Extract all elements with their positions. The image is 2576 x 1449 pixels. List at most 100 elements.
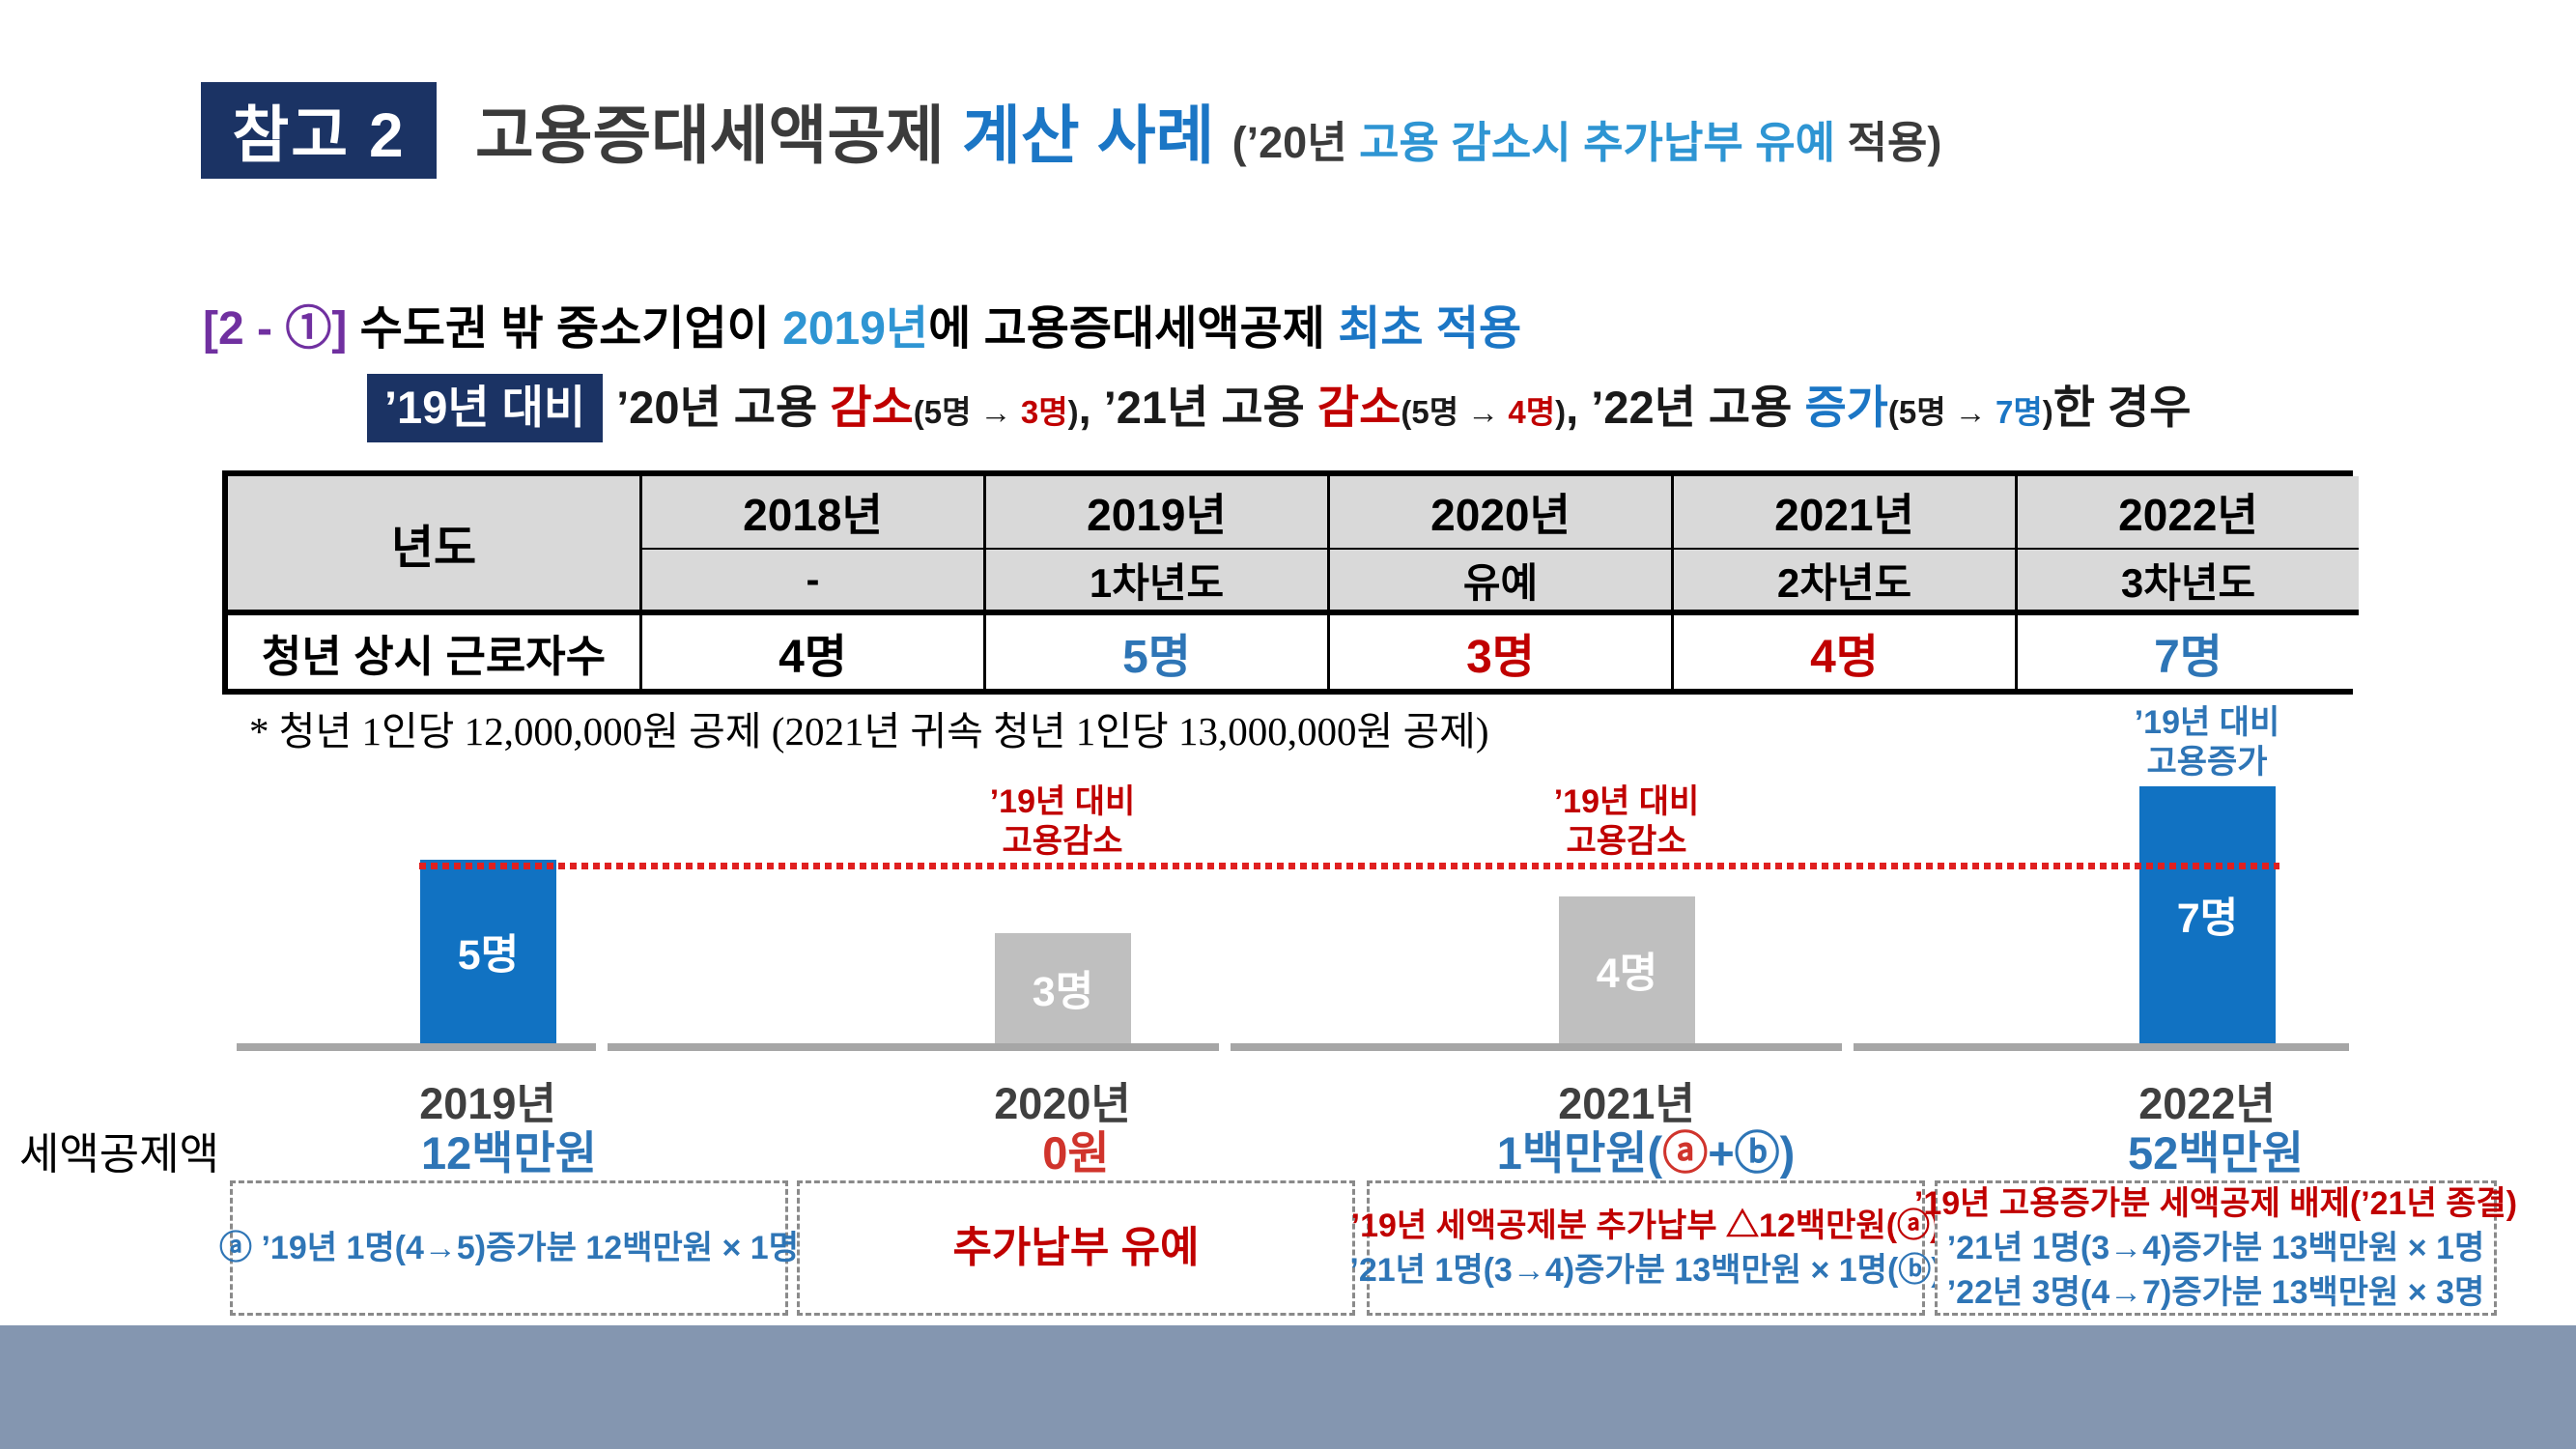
l2-comma: , (1078, 382, 1104, 433)
l2-decrease-1: 감소 (830, 382, 914, 433)
title-parenthetical: (’20년 고용 감소시 추가납부 유예 적용) (1232, 118, 1942, 167)
table-year-header: 2019년 (983, 476, 1327, 548)
bar-value-label: 5명 (457, 932, 520, 979)
l2-seg: ’20년 고용 (616, 382, 831, 433)
l2-paren: ) (1067, 394, 1079, 430)
reference-badge: 참고 2 (201, 82, 437, 179)
bar-2022: 7명 (2139, 786, 2276, 1043)
l2-paren: (5명 → (913, 394, 1021, 430)
x-axis-label-2019: 2019년 (419, 1079, 556, 1128)
credit-amount-2020: 0원 (767, 1116, 1385, 1182)
annotation-increase-2022: ’19년 대비 고용증가 (2134, 704, 2280, 781)
l2-comma: , (1566, 382, 1592, 433)
credit-amount-2019: 12백만원 (200, 1116, 818, 1182)
note-line: ’19년 고용증가분 세액공제 배제(’21년 종결) (1913, 1185, 2518, 1222)
credit-amount-text: 52백만원 (2128, 1127, 2304, 1179)
note-line: ’19년 세액공제분 추가납부 △12백만원(ⓐ) (1350, 1208, 1941, 1244)
footer-band (0, 1325, 2576, 1449)
table-value-2020: 3명 (1327, 610, 1671, 689)
credit-amount-2021: 1백만원(ⓐ+ⓑ) (1337, 1116, 1955, 1182)
l2-decrease-2: 감소 (1316, 382, 1401, 433)
page-title: 고용증대세액공제 계산 사례 (’20년 고용 감소시 추가납부 유예 적용) (475, 84, 1941, 177)
paren-mid (1571, 118, 1584, 167)
x-axis-label-2021: 2021년 (1558, 1079, 1695, 1128)
credit-amount-circle-a: ⓐ (1662, 1127, 1709, 1179)
table-value-2019: 5명 (983, 610, 1327, 689)
note-box-2020: 추가납부 유예 (797, 1180, 1355, 1316)
l2-paren-blue: 7명 (1995, 394, 2043, 430)
table-year-header: 2021년 (1671, 476, 2015, 548)
title-accent: 계산 사례 (962, 99, 1215, 171)
x-axis-segment (1231, 1043, 1842, 1051)
note-line: ’21년 1명(3→4)증가분 13백만원 × 1명 (1946, 1230, 2485, 1266)
table-year-header: 2020년 (1327, 476, 1671, 548)
annotation-decrease-2021: ’19년 대비 고용감소 (1553, 783, 1700, 860)
deduction-footnote: * 청년 1인당 12,000,000원 공제 (2021년 귀속 청년 1인당… (249, 709, 1489, 753)
table-year-header: 2022년 (2015, 476, 2359, 548)
table-sub-header: 1차년도 (983, 548, 1327, 610)
case-line-1: [2 - ①] 수도권 밖 중소기업이 2019년에 고용증대세액공제 최초 적… (203, 290, 1521, 357)
table-value-2021: 4명 (1671, 610, 2015, 689)
x-axis-segment (237, 1043, 596, 1051)
l2-paren: (5명 → (1887, 394, 1996, 430)
paren-close: 적용) (1835, 118, 1942, 167)
bar-value-label: 3명 (1032, 969, 1094, 1015)
paren-blue-2: 추가납부 유예 (1583, 118, 1836, 167)
credit-amount-text: 1백만원( (1496, 1127, 1663, 1179)
paren-open: (’20년 (1231, 118, 1360, 167)
table-value-2022: 7명 (2015, 610, 2359, 689)
bar-2019: 5명 (420, 860, 556, 1043)
reference-line (419, 863, 2279, 869)
table-sub-header: - (639, 548, 983, 610)
credit-row-label: 세액공제액 (19, 1129, 220, 1179)
l2-paren: ) (2042, 394, 2053, 430)
paren-blue-1: 고용 감소시 (1359, 118, 1571, 167)
table-sub-header: 유예 (1327, 548, 1671, 610)
x-axis-segment (1854, 1043, 2349, 1051)
bar-2021: 4명 (1559, 896, 1695, 1043)
bar-value-label: 4명 (1596, 951, 1658, 997)
slide-header: 참고 2 고용증대세액공제 계산 사례 (’20년 고용 감소시 추가납부 유예… (201, 82, 1941, 179)
l2-paren-red: 4명 (1508, 394, 1556, 430)
note-box-2019: ⓐ ’19년 1명(4→5)증가분 12백만원 × 1명 (219, 1180, 799, 1316)
base-year-chip: ’19년 대비 (367, 374, 604, 442)
note-box-2022: ’19년 고용증가분 세액공제 배제(’21년 종결) ’21년 1명(3→4)… (1914, 1180, 2517, 1316)
credit-amount-text: 12백만원 (421, 1127, 597, 1179)
l2-seg: ’22년 고용 (1591, 382, 1805, 433)
l2-paren: (5명 → (1401, 394, 1509, 430)
case-text-a: 수도권 밖 중소기업이 (347, 303, 783, 355)
table-sub-header: 3차년도 (2015, 548, 2359, 610)
note-line: 추가납부 유예 (952, 1224, 1200, 1271)
title-main: 고용증대세액공제 (475, 99, 963, 171)
table-value-2018: 4명 (639, 610, 983, 689)
x-axis-segment (608, 1043, 1219, 1051)
table-sub-header: 2차년도 (1671, 548, 2015, 610)
year-table: 년도 2018년 2019년 2020년 2021년 2022년 - 1차년도 … (222, 470, 2359, 695)
table-corner-header: 년도 (228, 476, 639, 610)
case-text-b: 에 고용증대세액공제 (928, 303, 1339, 355)
note-box-2021: ’19년 세액공제분 추가납부 △12백만원(ⓐ) ’21년 1명(3→4)증가… (1349, 1180, 1942, 1316)
annotation-decrease-2020: ’19년 대비 고용감소 (989, 783, 1136, 860)
case-tag: [2 - ①] (203, 303, 348, 355)
l2-tail: 한 경우 (2052, 382, 2192, 433)
case-year: 2019년 (782, 303, 929, 355)
l2-seg: ’21년 고용 (1103, 382, 1317, 433)
table-year-header: 2018년 (639, 476, 983, 548)
l2-paren: ) (1555, 394, 1567, 430)
note-line: ’21년 1명(3→4)증가분 13백만원 × 1명(ⓑ) (1349, 1252, 1942, 1289)
bar-value-label: 7명 (2176, 895, 2239, 942)
case-accent: 최초 적용 (1338, 303, 1522, 355)
bar-2020: 3명 (995, 933, 1131, 1043)
x-axis-label-2020: 2020년 (994, 1079, 1131, 1128)
credit-amount-text: 0원 (1042, 1127, 1110, 1179)
x-axis-label-2022: 2022년 (2138, 1079, 2276, 1128)
note-line: ’22년 3명(4→7)증가분 13백만원 × 3명 (1946, 1274, 2485, 1311)
note-line: ⓐ ’19년 1명(4→5)증가분 12백만원 × 1명 (219, 1230, 799, 1266)
l2-increase: 증가 (1804, 382, 1888, 433)
l2-paren-red: 3명 (1020, 394, 1068, 430)
case-line-2: ’19년 대비 ’20년 고용 감소(5명 → 3명), ’21년 고용 감소(5… (367, 370, 2192, 442)
table-row-label: 청년 상시 근로자수 (228, 610, 639, 689)
credit-amount-text: +ⓑ) (1708, 1127, 1796, 1179)
credit-amount-2022: 52백만원 (1907, 1116, 2525, 1182)
